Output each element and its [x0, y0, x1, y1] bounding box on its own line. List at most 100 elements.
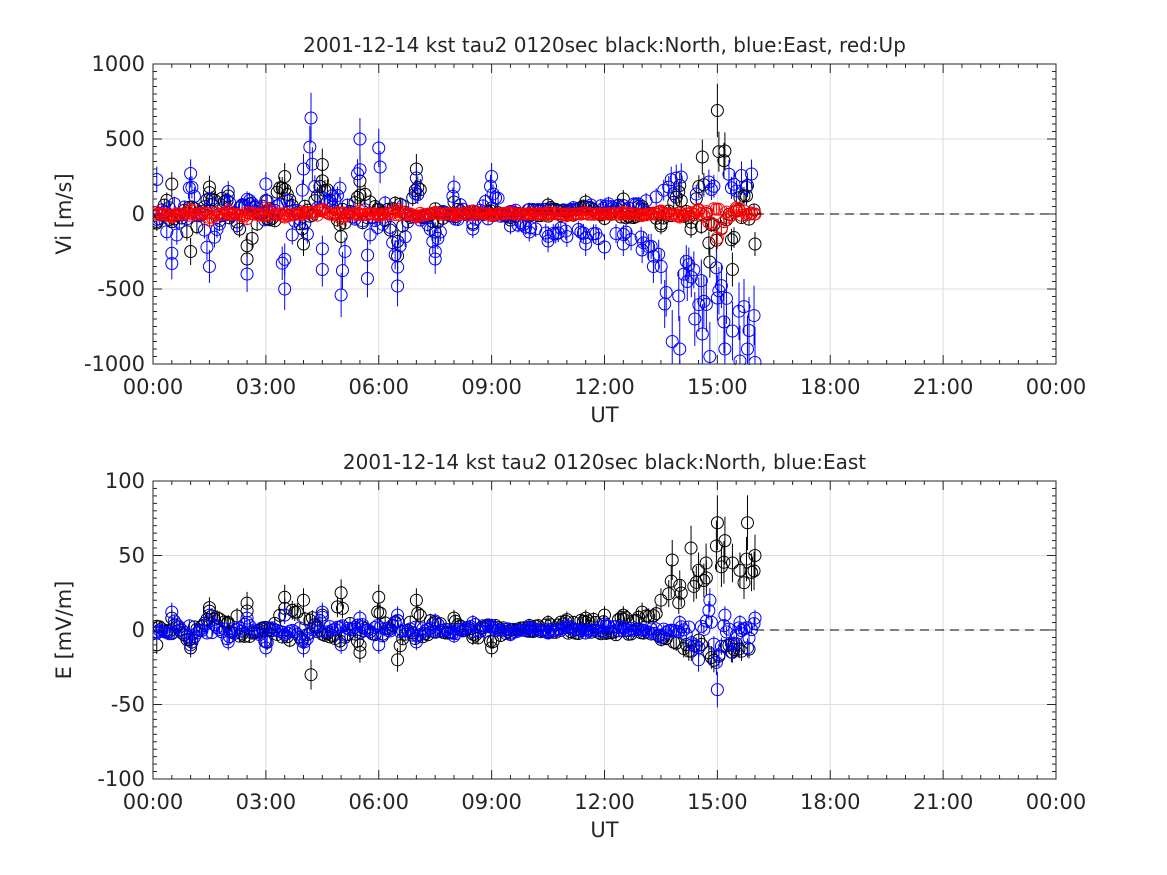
data-point [717, 315, 731, 329]
data-point [657, 206, 671, 220]
data-point [637, 236, 651, 250]
y-tick-label: 0 [132, 618, 145, 642]
x-tick-label: 03:00 [236, 375, 297, 399]
y-tick-label: -1000 [84, 352, 145, 376]
data-point [280, 194, 294, 208]
x-tick-label: 09:00 [461, 375, 522, 399]
data-point [709, 261, 723, 275]
data-point [719, 625, 733, 639]
data-point [315, 263, 329, 276]
data-point [221, 635, 235, 649]
data-point [297, 593, 310, 607]
y-tick-label: 100 [105, 469, 145, 493]
data-point [687, 208, 701, 222]
velocity-panel: 00:00 03:00 06:00 09:00 12:00 15:00 18:00 21:00… [52, 33, 1086, 427]
data-point [431, 231, 445, 245]
data-point [519, 220, 533, 234]
data-point [733, 354, 747, 365]
data-point [680, 275, 694, 288]
data-point [673, 210, 687, 224]
data-point [634, 230, 648, 244]
data-point [303, 140, 317, 154]
data-point [747, 617, 761, 631]
data-point [669, 171, 683, 185]
data-point [258, 634, 272, 648]
data-point [313, 179, 327, 193]
data-point [647, 609, 661, 623]
data-point [447, 611, 461, 625]
data-point [672, 209, 686, 223]
data-point [635, 209, 649, 222]
data-point [185, 180, 199, 194]
data-point [674, 170, 688, 184]
data-point [485, 209, 499, 222]
data-point [180, 205, 194, 219]
data-point [644, 239, 658, 253]
data-point [184, 167, 198, 180]
data-point [699, 614, 713, 628]
data-point [679, 628, 693, 642]
data-point [662, 587, 676, 601]
data-point [541, 234, 555, 248]
data-point [635, 605, 649, 619]
data-point [333, 620, 347, 634]
data-point [325, 189, 339, 203]
data-point [725, 645, 739, 659]
data-point [522, 225, 536, 239]
x-tick-label: 15:00 [687, 375, 748, 399]
data-point [624, 622, 638, 636]
data-point [406, 628, 420, 642]
data-point [740, 342, 754, 356]
data-point [657, 622, 671, 636]
data-point [447, 209, 461, 222]
data-point [745, 167, 759, 181]
data-point [353, 611, 367, 625]
data-point [285, 603, 299, 617]
data-point [484, 179, 498, 193]
data-point [712, 648, 726, 662]
data-point [240, 596, 254, 610]
data-point [200, 206, 214, 220]
data-point [710, 104, 724, 117]
data-point [729, 201, 743, 215]
data-point [697, 294, 711, 308]
data-point [243, 619, 257, 633]
data-point [718, 144, 732, 158]
data-point [598, 240, 611, 254]
data-point [167, 197, 181, 211]
data-point [308, 180, 322, 194]
data-point [184, 638, 198, 652]
data-point [722, 210, 736, 224]
x-tick-label: 12:00 [574, 375, 635, 399]
data-point [707, 653, 721, 667]
data-point [697, 622, 711, 636]
data-point [740, 180, 754, 194]
data-point [411, 188, 425, 202]
data-point [703, 593, 717, 607]
data-point [250, 626, 264, 640]
data-point [351, 206, 365, 220]
data-point [695, 150, 709, 164]
data-point [333, 181, 347, 195]
x-tick-label: 06:00 [348, 790, 409, 814]
data-point [717, 555, 731, 569]
data-point [539, 226, 553, 240]
x-axis-label: UT [590, 403, 618, 427]
data-point [245, 624, 259, 638]
data-point [674, 194, 688, 208]
data-point [664, 574, 678, 588]
data-point [360, 272, 374, 285]
data-point [351, 190, 365, 204]
data-point [313, 614, 327, 628]
data-point [447, 180, 461, 194]
data-point [673, 616, 687, 630]
data-point [295, 183, 309, 197]
data-point [734, 208, 748, 222]
data-point [315, 158, 329, 171]
data-point [674, 586, 688, 600]
chart-title: 2001-12-14 kst tau2 0120sec black:North,… [343, 450, 866, 474]
data-point [334, 288, 348, 302]
data-point [673, 342, 687, 356]
data-point [221, 185, 235, 198]
